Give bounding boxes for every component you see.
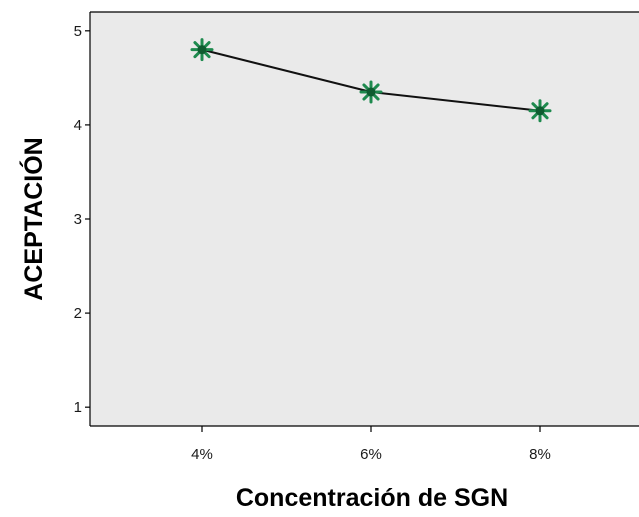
x-axis-title: Concentración de SGN [236,484,508,512]
series-markers [190,38,552,123]
x-tick-label: 4% [191,446,213,463]
x-tick-label: 6% [360,446,382,463]
y-tick-label: 3 [74,211,82,228]
x-tick-label: 8% [529,446,551,463]
data-point-marker [528,99,552,123]
data-point-marker [190,38,214,62]
y-axis-ticks: 1 2 3 4 5 [74,23,90,416]
y-tick-label: 1 [74,399,82,416]
y-axis-title: ACEPTACIÓN [18,137,48,300]
y-tick-label: 4 [74,117,82,134]
data-point-marker [359,80,383,104]
y-tick-label: 2 [74,305,82,322]
y-tick-label: 5 [74,23,82,40]
plot-area [90,12,639,426]
x-axis-ticks: 4% 6% 8% [191,426,551,463]
